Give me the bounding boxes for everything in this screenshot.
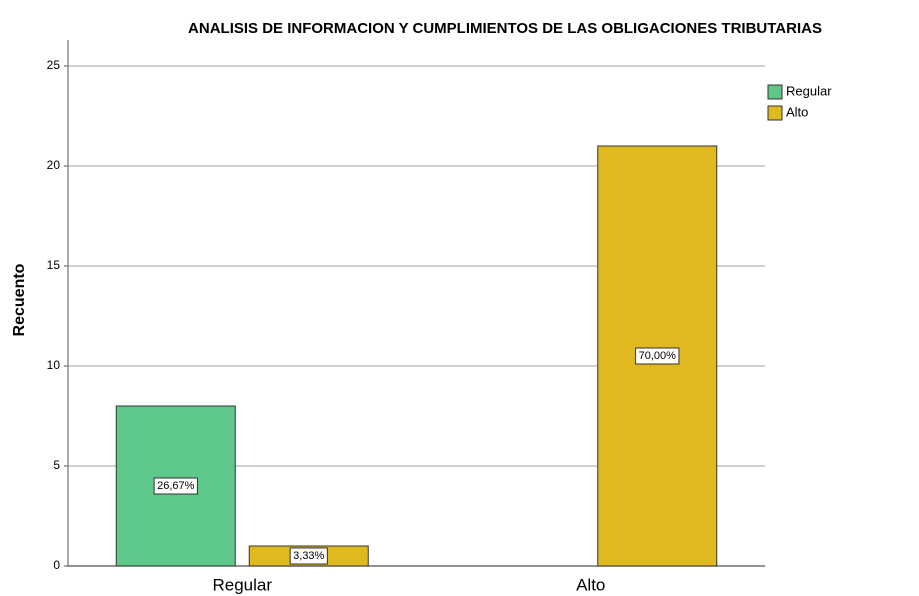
x-tick-label: Regular (212, 575, 272, 594)
data-label: 70,00% (639, 350, 677, 362)
legend-label: Regular (786, 83, 832, 98)
data-label-box (289, 547, 328, 565)
data-label-box (635, 347, 680, 365)
y-tick-label: 20 (47, 158, 61, 172)
y-axis-label: Recuento (11, 263, 28, 336)
data-label: 26,67% (157, 480, 195, 492)
y-tick-label: 5 (53, 458, 60, 472)
y-tick-label: 25 (47, 58, 61, 72)
legend-swatch (767, 84, 783, 100)
data-label-box (153, 477, 198, 495)
legend-label: Alto (786, 104, 808, 119)
x-tick-label: Alto (576, 575, 605, 594)
legend-swatch (767, 105, 783, 121)
y-tick-label: 0 (53, 558, 60, 572)
chart-title: ANALISIS DE INFORMACION Y CUMPLIMIENTOS … (188, 20, 822, 37)
y-tick-label: 10 (47, 358, 61, 372)
y-tick-label: 15 (47, 258, 61, 272)
data-label: 3,33% (293, 550, 324, 562)
